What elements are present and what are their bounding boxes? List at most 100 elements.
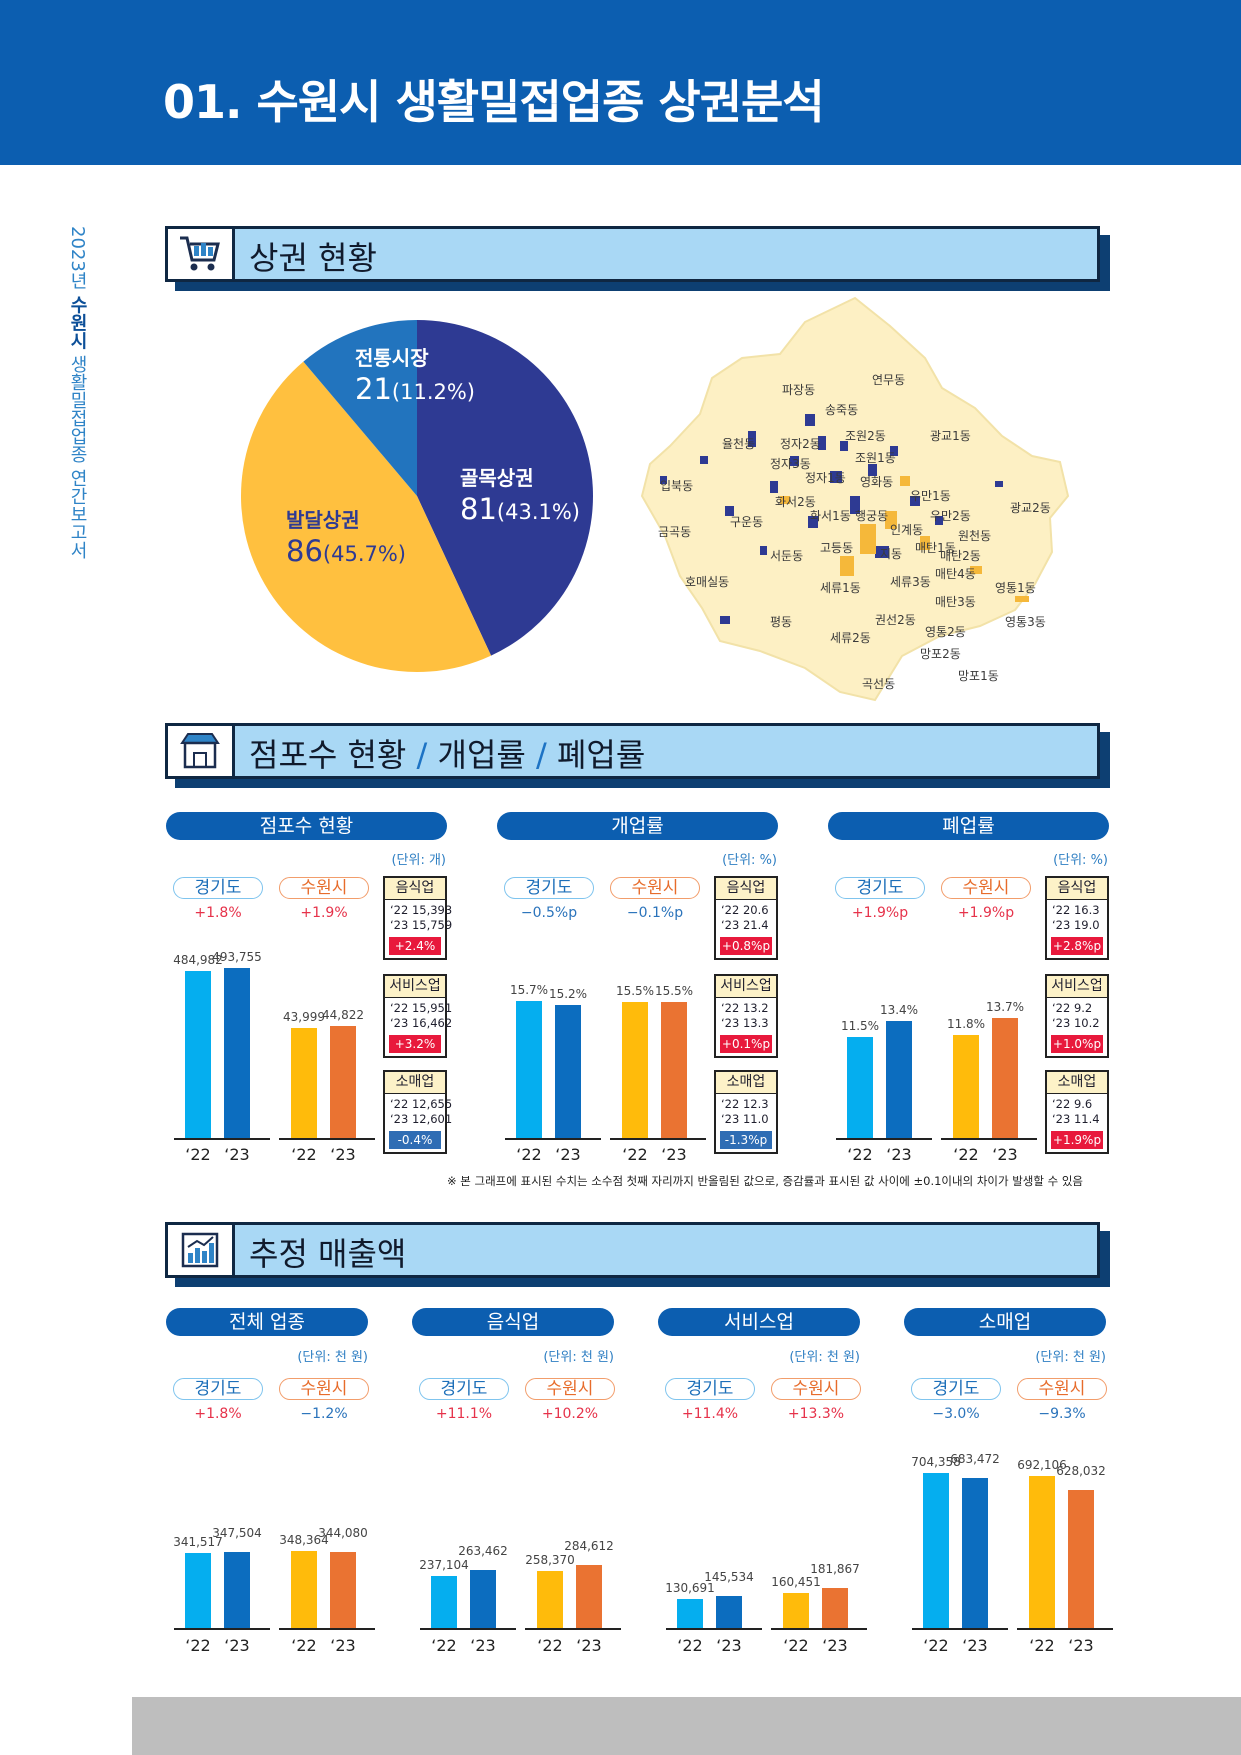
value-2023: ‘23 11.0 <box>721 1112 769 1126</box>
bar-value-label: 683,472 <box>950 1451 1000 1466</box>
map-label: 우만2동 <box>930 509 971 523</box>
x-axis <box>1017 1628 1113 1630</box>
year-label: ‘23 <box>224 1636 250 1655</box>
bar-value-label: 493,755 <box>212 950 262 965</box>
legend-gyeonggi: 경기도 <box>835 877 925 899</box>
map-label: 금곡동 <box>658 525 691 539</box>
bar-value-label: 344,080 <box>318 1526 368 1541</box>
year-label: ‘22 <box>537 1636 563 1655</box>
pie-label-baldal: 발달상권 86(45.7%) <box>286 508 407 568</box>
sales-bar-gyeonggi-22 <box>185 1552 211 1628</box>
x-axis <box>610 1138 706 1140</box>
map-label: 지동 <box>880 547 902 561</box>
value-2022: ‘22 20.6 <box>721 903 769 917</box>
category-box-open: 서비스업 ‘22 13.2 ‘23 13.3 +0.1%p <box>714 974 778 1058</box>
sales-unit: (단위: 천 원) <box>543 1350 614 1365</box>
sales-bar-gyeonggi-22 <box>923 1473 949 1628</box>
bar-suwon-22 <box>953 1034 979 1138</box>
sales-bar-suwon-23 <box>1068 1489 1094 1628</box>
bar-suwon-23 <box>992 1018 1018 1138</box>
category-box-close: 음식업 ‘22 16.3 ‘23 19.0 +2.8%p <box>1045 876 1109 960</box>
value-2022: ‘22 12,655 <box>390 1097 453 1111</box>
change-suwon: −0.1%p <box>626 905 684 921</box>
year-label: ‘22 <box>847 1145 873 1164</box>
x-axis <box>174 1628 270 1630</box>
value-2022: ‘22 13.2 <box>721 1001 769 1015</box>
category-box-store: 소매업 ‘22 12,655 ‘23 12,601 -0.4% <box>383 1070 453 1154</box>
side-city: 수원시 <box>67 295 88 350</box>
year-label: ‘23 <box>1068 1636 1094 1655</box>
bar-value-label: 258,370 <box>525 1553 575 1568</box>
map-label: 광교2동 <box>1010 501 1051 515</box>
year-label: ‘22 <box>185 1636 211 1655</box>
legend-suwon: 수원시 <box>1017 1378 1107 1400</box>
x-axis <box>420 1628 516 1630</box>
sales-bar-suwon-23 <box>822 1587 848 1628</box>
bar-value-label: 181,867 <box>810 1561 860 1576</box>
side-caption: 2023년 수원시 생활밀접업종 연간보고서 <box>58 226 90 566</box>
sales-title: 서비스업 <box>658 1308 860 1336</box>
year-label: ‘23 <box>962 1636 988 1655</box>
bar-value-label: 692,106 <box>1017 1457 1067 1472</box>
year-label: ‘22 <box>1029 1636 1055 1655</box>
legend-suwon: 수원시 <box>279 877 369 899</box>
bar-suwon-22 <box>622 1002 648 1138</box>
year-label: ‘23 <box>992 1145 1018 1164</box>
bar-value-label: 13.7% <box>985 1000 1025 1015</box>
value-2023: ‘23 15,759 <box>390 918 453 932</box>
x-axis <box>836 1138 932 1140</box>
section-title: 점포수 현황 / 개업률 / 폐업률 <box>249 736 646 774</box>
value-2023: ‘23 16,462 <box>390 1016 453 1030</box>
legend-suwon: 수원시 <box>525 1378 615 1400</box>
sales-bar-gyeonggi-23 <box>470 1570 496 1628</box>
legend-suwon: 수원시 <box>771 1378 861 1400</box>
change-badge: +0.1%p <box>720 1035 772 1053</box>
change-badge: +2.8%p <box>1051 937 1103 955</box>
change-badge: -0.4% <box>389 1131 441 1149</box>
map-label: 인계동 <box>890 523 923 537</box>
category-box-store: 서비스업 ‘22 15,951 ‘23 16,462 +3.2% <box>383 974 453 1058</box>
map-label: 고등동 <box>820 541 853 555</box>
bar-gyeonggi-22 <box>185 971 211 1138</box>
map-label: 망포2동 <box>920 647 961 661</box>
bar-suwon-23 <box>330 1025 356 1138</box>
map-label: 곡선동 <box>862 677 895 691</box>
value-2022: ‘22 9.6 <box>1052 1097 1093 1111</box>
year-label: ‘23 <box>555 1145 581 1164</box>
bar-value-label: 484,982 <box>173 953 223 968</box>
sales-title: 음식업 <box>412 1308 614 1336</box>
footer-band <box>132 1697 1241 1755</box>
year-label: ‘22 <box>677 1636 703 1655</box>
change-gyeonggi: +1.8% <box>194 1406 242 1422</box>
category-box-open: 음식업 ‘22 20.6 ‘23 21.4 +0.8%p <box>714 876 778 960</box>
year-label: ‘23 <box>224 1145 250 1164</box>
bar-value-label: 704,358 <box>911 1455 961 1470</box>
year-label: ‘23 <box>886 1145 912 1164</box>
map-label: 우만1동 <box>910 489 951 503</box>
sales-title: 소매업 <box>904 1308 1106 1336</box>
x-axis <box>912 1628 1008 1630</box>
map-label: 정자2동 <box>780 437 821 451</box>
year-label: ‘22 <box>291 1636 317 1655</box>
value-2023: ‘23 21.4 <box>721 918 769 932</box>
map-label: 입북동 <box>660 479 693 493</box>
map-label: 구운동 <box>730 515 763 529</box>
year-label: ‘22 <box>953 1145 979 1164</box>
pie-label-golmok: 골목상권 81(43.1%) <box>460 466 581 526</box>
bar-value-label: 348,364 <box>279 1533 329 1548</box>
sales-bar-gyeonggi-22 <box>431 1575 457 1628</box>
category-title: 소매업 <box>385 1072 445 1094</box>
year-label: ‘22 <box>516 1145 542 1164</box>
sales-unit: (단위: 천 원) <box>1035 1350 1106 1365</box>
change-badge: +3.2% <box>389 1035 441 1053</box>
bar-value-label: 15.5% <box>654 984 694 999</box>
map-label: 영통2동 <box>925 625 966 639</box>
section-market-status: 상권 현황 <box>165 226 1110 291</box>
category-title: 서비스업 <box>1047 976 1107 998</box>
category-title: 소매업 <box>1047 1072 1107 1094</box>
bar-gyeonggi-23 <box>224 968 250 1138</box>
bar-gyeonggi-22 <box>516 1000 542 1138</box>
x-axis <box>525 1628 621 1630</box>
year-label: ‘22 <box>783 1636 809 1655</box>
change-suwon: +1.9%p <box>957 905 1015 921</box>
